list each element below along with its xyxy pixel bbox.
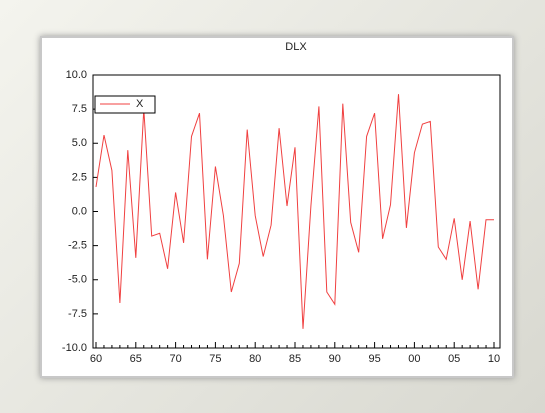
x-tick-label: 85: [289, 353, 301, 365]
x-tick-label: 10: [488, 353, 500, 365]
x-tick-label: 65: [130, 353, 142, 365]
y-tick-label: 2.5: [72, 171, 87, 183]
chart-panel: [40, 36, 514, 378]
x-tick-label: 90: [329, 353, 341, 365]
series-line: [95, 94, 494, 329]
chart-title: DLX: [285, 41, 307, 53]
x-tick-label: 00: [408, 353, 420, 365]
x-tick-label: 70: [169, 353, 181, 365]
y-tick-label: -7.5: [68, 308, 87, 320]
y-tick-label: 7.5: [72, 103, 87, 115]
legend-label: X: [136, 98, 144, 110]
x-tick-label: 05: [448, 353, 460, 365]
y-tick-label: 0.0: [72, 205, 87, 217]
x-tick-label: 80: [249, 353, 261, 365]
x-tick-label: 60: [90, 353, 102, 365]
x-tick-label: 75: [209, 353, 221, 365]
plot-frame: [92, 74, 501, 349]
y-tick-label: -5.0: [68, 274, 87, 286]
y-tick-label: 10.0: [66, 69, 87, 81]
x-tick-label: 95: [368, 353, 380, 365]
y-tick-label: -10.0: [62, 342, 87, 354]
y-tick-label: 5.0: [72, 137, 87, 149]
y-tick-label: -2.5: [68, 240, 87, 252]
